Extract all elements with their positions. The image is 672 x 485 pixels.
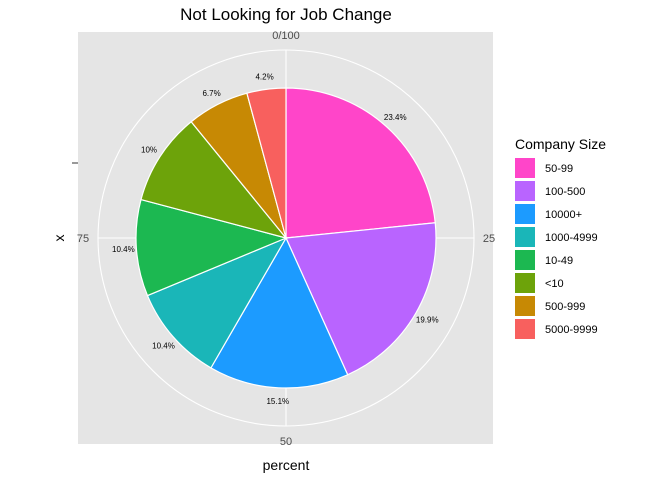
legend: Company Size 50-99 100-500 10000+ 1000-4999…	[515, 136, 606, 339]
legend-items: 50-99 100-500 10000+ 1000-4999 10-49 <10 500-9…	[515, 158, 598, 339]
pie-slice-10-49	[135, 198, 288, 297]
x-axis-label: percent	[263, 457, 310, 473]
theta-tick-label: 50	[280, 436, 292, 448]
legend-label: 50-99	[545, 163, 573, 175]
y-axis-tick-label: -	[0, 0, 5, 4]
legend-label: <10	[545, 278, 564, 290]
slice-value-label: 4.2%	[255, 72, 273, 81]
theta-tick-label: 75	[77, 233, 89, 245]
legend-swatch	[515, 250, 535, 270]
slice-layer	[135, 87, 437, 389]
theta-tick-label: 0/100	[272, 30, 300, 42]
legend-label: 1000-4999	[545, 232, 598, 244]
legend-title: Company Size	[515, 136, 606, 152]
slice-value-label: 23.4%	[384, 113, 407, 122]
legend-swatch	[515, 273, 535, 293]
legend-swatch	[515, 319, 535, 339]
theta-tick-layer: 0/100 25 50 75	[77, 30, 495, 448]
slice-value-label: 10.4%	[112, 245, 135, 254]
chart-title: Not Looking for Job Change	[180, 5, 392, 24]
pie-slice-<10	[140, 120, 288, 240]
legend-label: 5000-9999	[545, 324, 598, 336]
pie-slice-1000-4999	[146, 236, 288, 369]
legend-label: 500-999	[545, 301, 585, 313]
pie-slice-100-500	[285, 222, 437, 376]
theta-tick-label: 25	[483, 233, 495, 245]
pie-slice-50-99	[285, 87, 436, 239]
legend-swatch	[515, 181, 535, 201]
legend-label: 10-49	[545, 255, 573, 267]
legend-swatch	[515, 296, 535, 316]
pie-slice-5000-9999	[246, 87, 287, 239]
slice-value-label: 15.1%	[266, 397, 289, 406]
slice-value-label: 10%	[141, 146, 157, 155]
legend-swatch	[515, 158, 535, 178]
legend-swatch	[515, 204, 535, 224]
slice-value-label: 6.7%	[202, 89, 220, 98]
slice-value-label: 10.4%	[152, 342, 175, 351]
pie-slice-10000+	[210, 236, 349, 389]
value-label-layer: 23.4% 19.9% 15.1% 10.4% 10.4% 10% 6.7% 4.2%	[112, 72, 439, 405]
legend-label: 10000+	[545, 209, 582, 221]
y-axis-label: x	[51, 235, 67, 242]
legend-label: 100-500	[545, 186, 585, 198]
slice-value-label: 19.9%	[416, 315, 439, 324]
legend-swatch	[515, 227, 535, 247]
